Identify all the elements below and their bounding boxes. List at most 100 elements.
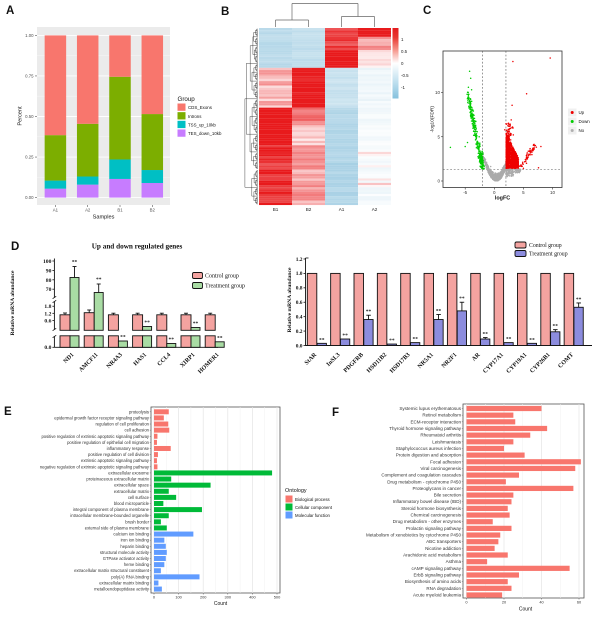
svg-text:**: ** <box>483 332 489 338</box>
svg-text:**: ** <box>389 338 395 344</box>
svg-text:Retinol metabolism: Retinol metabolism <box>422 413 461 418</box>
svg-text:blood microparticle: blood microparticle <box>114 501 150 506</box>
svg-text:brush border: brush border <box>125 519 149 524</box>
svg-text:Proteoglycans in cancer: Proteoglycans in cancer <box>412 486 461 491</box>
svg-text:AR: AR <box>471 352 482 363</box>
svg-text:integral component of plasma m: integral component of plasma membrane <box>73 507 150 512</box>
svg-text:C: C <box>423 5 431 17</box>
svg-text:B: B <box>221 6 229 18</box>
svg-text:**: ** <box>169 337 175 343</box>
svg-text:10: 10 <box>435 90 441 95</box>
svg-text:B2: B2 <box>150 208 156 213</box>
svg-text:calcium ion binding: calcium ion binding <box>113 532 149 537</box>
svg-text:Biological process: Biological process <box>295 497 330 502</box>
svg-text:**: ** <box>459 296 465 302</box>
svg-text:negative regulation of extrins: negative regulation of extrinsic apoptot… <box>40 464 150 469</box>
svg-text:TSS_up_10kb: TSS_up_10kb <box>188 122 216 127</box>
svg-text:Steroid hormone biosynthesis: Steroid hormone biosynthesis <box>401 506 462 511</box>
svg-text:-log10(FDR): -log10(FDR) <box>430 106 436 133</box>
svg-text:A2: A2 <box>372 207 378 212</box>
svg-text:B1: B1 <box>117 208 123 213</box>
svg-text:inflammatory response: inflammatory response <box>107 446 150 451</box>
svg-text:0: 0 <box>437 179 440 184</box>
svg-text:B1: B1 <box>273 207 279 212</box>
svg-text:**: ** <box>436 308 442 314</box>
svg-text:90: 90 <box>46 268 52 274</box>
svg-text:metalloendopeptidase activity: metalloendopeptidase activity <box>94 587 150 592</box>
svg-text:ECM-receptor interaction: ECM-receptor interaction <box>410 419 461 424</box>
svg-text:5: 5 <box>522 190 525 195</box>
svg-text:100: 100 <box>175 595 182 600</box>
svg-text:60: 60 <box>577 600 582 605</box>
svg-text:Metabolism of xenobiotics by c: Metabolism of xenobiotics by cytochrome … <box>366 533 461 538</box>
svg-text:0.2: 0.2 <box>296 329 303 335</box>
svg-text:**: ** <box>72 259 78 265</box>
svg-text:1.00: 1.00 <box>25 33 34 38</box>
svg-text:F: F <box>332 407 339 419</box>
svg-text:1.0: 1.0 <box>296 271 303 277</box>
svg-text:extracellular matrix binding: extracellular matrix binding <box>99 580 149 585</box>
svg-text:Inflammatory bowel disease (IB: Inflammatory bowel disease (IBD) <box>393 499 462 504</box>
svg-text:No: No <box>579 128 585 133</box>
svg-text:A: A <box>6 5 14 17</box>
svg-text:Molecular function: Molecular function <box>295 513 330 518</box>
svg-text:40: 40 <box>539 600 544 605</box>
svg-text:**: ** <box>576 297 582 303</box>
svg-text:0.25: 0.25 <box>25 155 34 160</box>
svg-text:0.00: 0.00 <box>25 195 34 200</box>
svg-text:Acute myeloid leukemia: Acute myeloid leukemia <box>413 592 461 597</box>
svg-text:**: ** <box>529 337 535 343</box>
svg-text:extracellular matrix structura: extracellular matrix structural constitu… <box>74 568 150 573</box>
svg-text:cell adhesion: cell adhesion <box>125 428 150 433</box>
svg-text:Group: Group <box>178 96 196 103</box>
svg-text:extracellular matrix: extracellular matrix <box>114 489 150 494</box>
svg-text:-0.5: -0.5 <box>401 73 409 78</box>
svg-text:A2: A2 <box>85 208 91 213</box>
svg-text:Systemic lupus erythematosus: Systemic lupus erythematosus <box>399 406 461 411</box>
svg-text:A1: A1 <box>53 208 59 213</box>
svg-text:cAMP signaling pathway: cAMP signaling pathway <box>412 566 462 571</box>
svg-text:0: 0 <box>401 61 404 66</box>
svg-text:Introns: Introns <box>188 114 202 119</box>
svg-text:B2: B2 <box>306 207 312 212</box>
svg-text:Drug metabolism - cytochrome P: Drug metabolism - cytochrome P450 <box>387 479 461 484</box>
svg-text:Down: Down <box>579 119 591 124</box>
svg-text:1: 1 <box>401 37 404 42</box>
svg-text:1.2: 1.2 <box>44 311 51 317</box>
svg-text:-1: -1 <box>401 85 405 90</box>
svg-text:Relative mRNA abundance: Relative mRNA abundance <box>10 270 16 335</box>
svg-text:Complement and coagulation cas: Complement and coagulation cascades <box>381 473 461 478</box>
svg-text:400: 400 <box>249 595 256 600</box>
svg-text:**: ** <box>120 335 126 341</box>
svg-text:-5: -5 <box>463 190 467 195</box>
svg-text:positive regulation of epithel: positive regulation of epithelial cell m… <box>67 440 150 445</box>
svg-text:Control group: Control group <box>205 274 239 280</box>
svg-text:TES_down_10kb: TES_down_10kb <box>188 131 222 136</box>
svg-text:100: 100 <box>43 259 52 265</box>
svg-text:0.5: 0.5 <box>401 49 408 54</box>
svg-text:extracellular exosome: extracellular exosome <box>108 470 149 475</box>
svg-text:0.6: 0.6 <box>296 300 303 306</box>
svg-text:Up: Up <box>579 110 585 115</box>
svg-text:Treatment group: Treatment group <box>529 252 568 258</box>
svg-text:500: 500 <box>274 595 281 600</box>
svg-text:Thyroid hormone signaling path: Thyroid hormone signaling pathway <box>389 426 462 431</box>
svg-text:0.0: 0.0 <box>296 343 303 349</box>
svg-text:**: ** <box>553 324 559 330</box>
svg-text:A1: A1 <box>339 207 345 212</box>
svg-text:Relative mRNA abundance: Relative mRNA abundance <box>287 267 293 332</box>
svg-text:Up and down regulated genes: Up and down regulated genes <box>92 243 183 251</box>
svg-text:intracellular membrane-bounded: intracellular membrane-bounded organelle <box>70 513 149 518</box>
svg-text:300: 300 <box>225 595 232 600</box>
svg-text:Asthma: Asthma <box>446 559 462 564</box>
svg-text:extracellular space: extracellular space <box>114 483 150 488</box>
svg-text:Count: Count <box>519 607 533 613</box>
svg-text:Percent: Percent <box>18 106 24 126</box>
svg-text:0.4: 0.4 <box>296 314 303 320</box>
svg-text:0.50: 0.50 <box>25 114 34 119</box>
svg-text:E: E <box>4 406 12 418</box>
svg-text:Prolactin signaling pathway: Prolactin signaling pathway <box>406 526 462 531</box>
svg-text:ErbB signaling pathway: ErbB signaling pathway <box>413 573 461 578</box>
svg-text:iron ion binding: iron ion binding <box>121 538 150 543</box>
svg-text:**: ** <box>506 337 512 343</box>
